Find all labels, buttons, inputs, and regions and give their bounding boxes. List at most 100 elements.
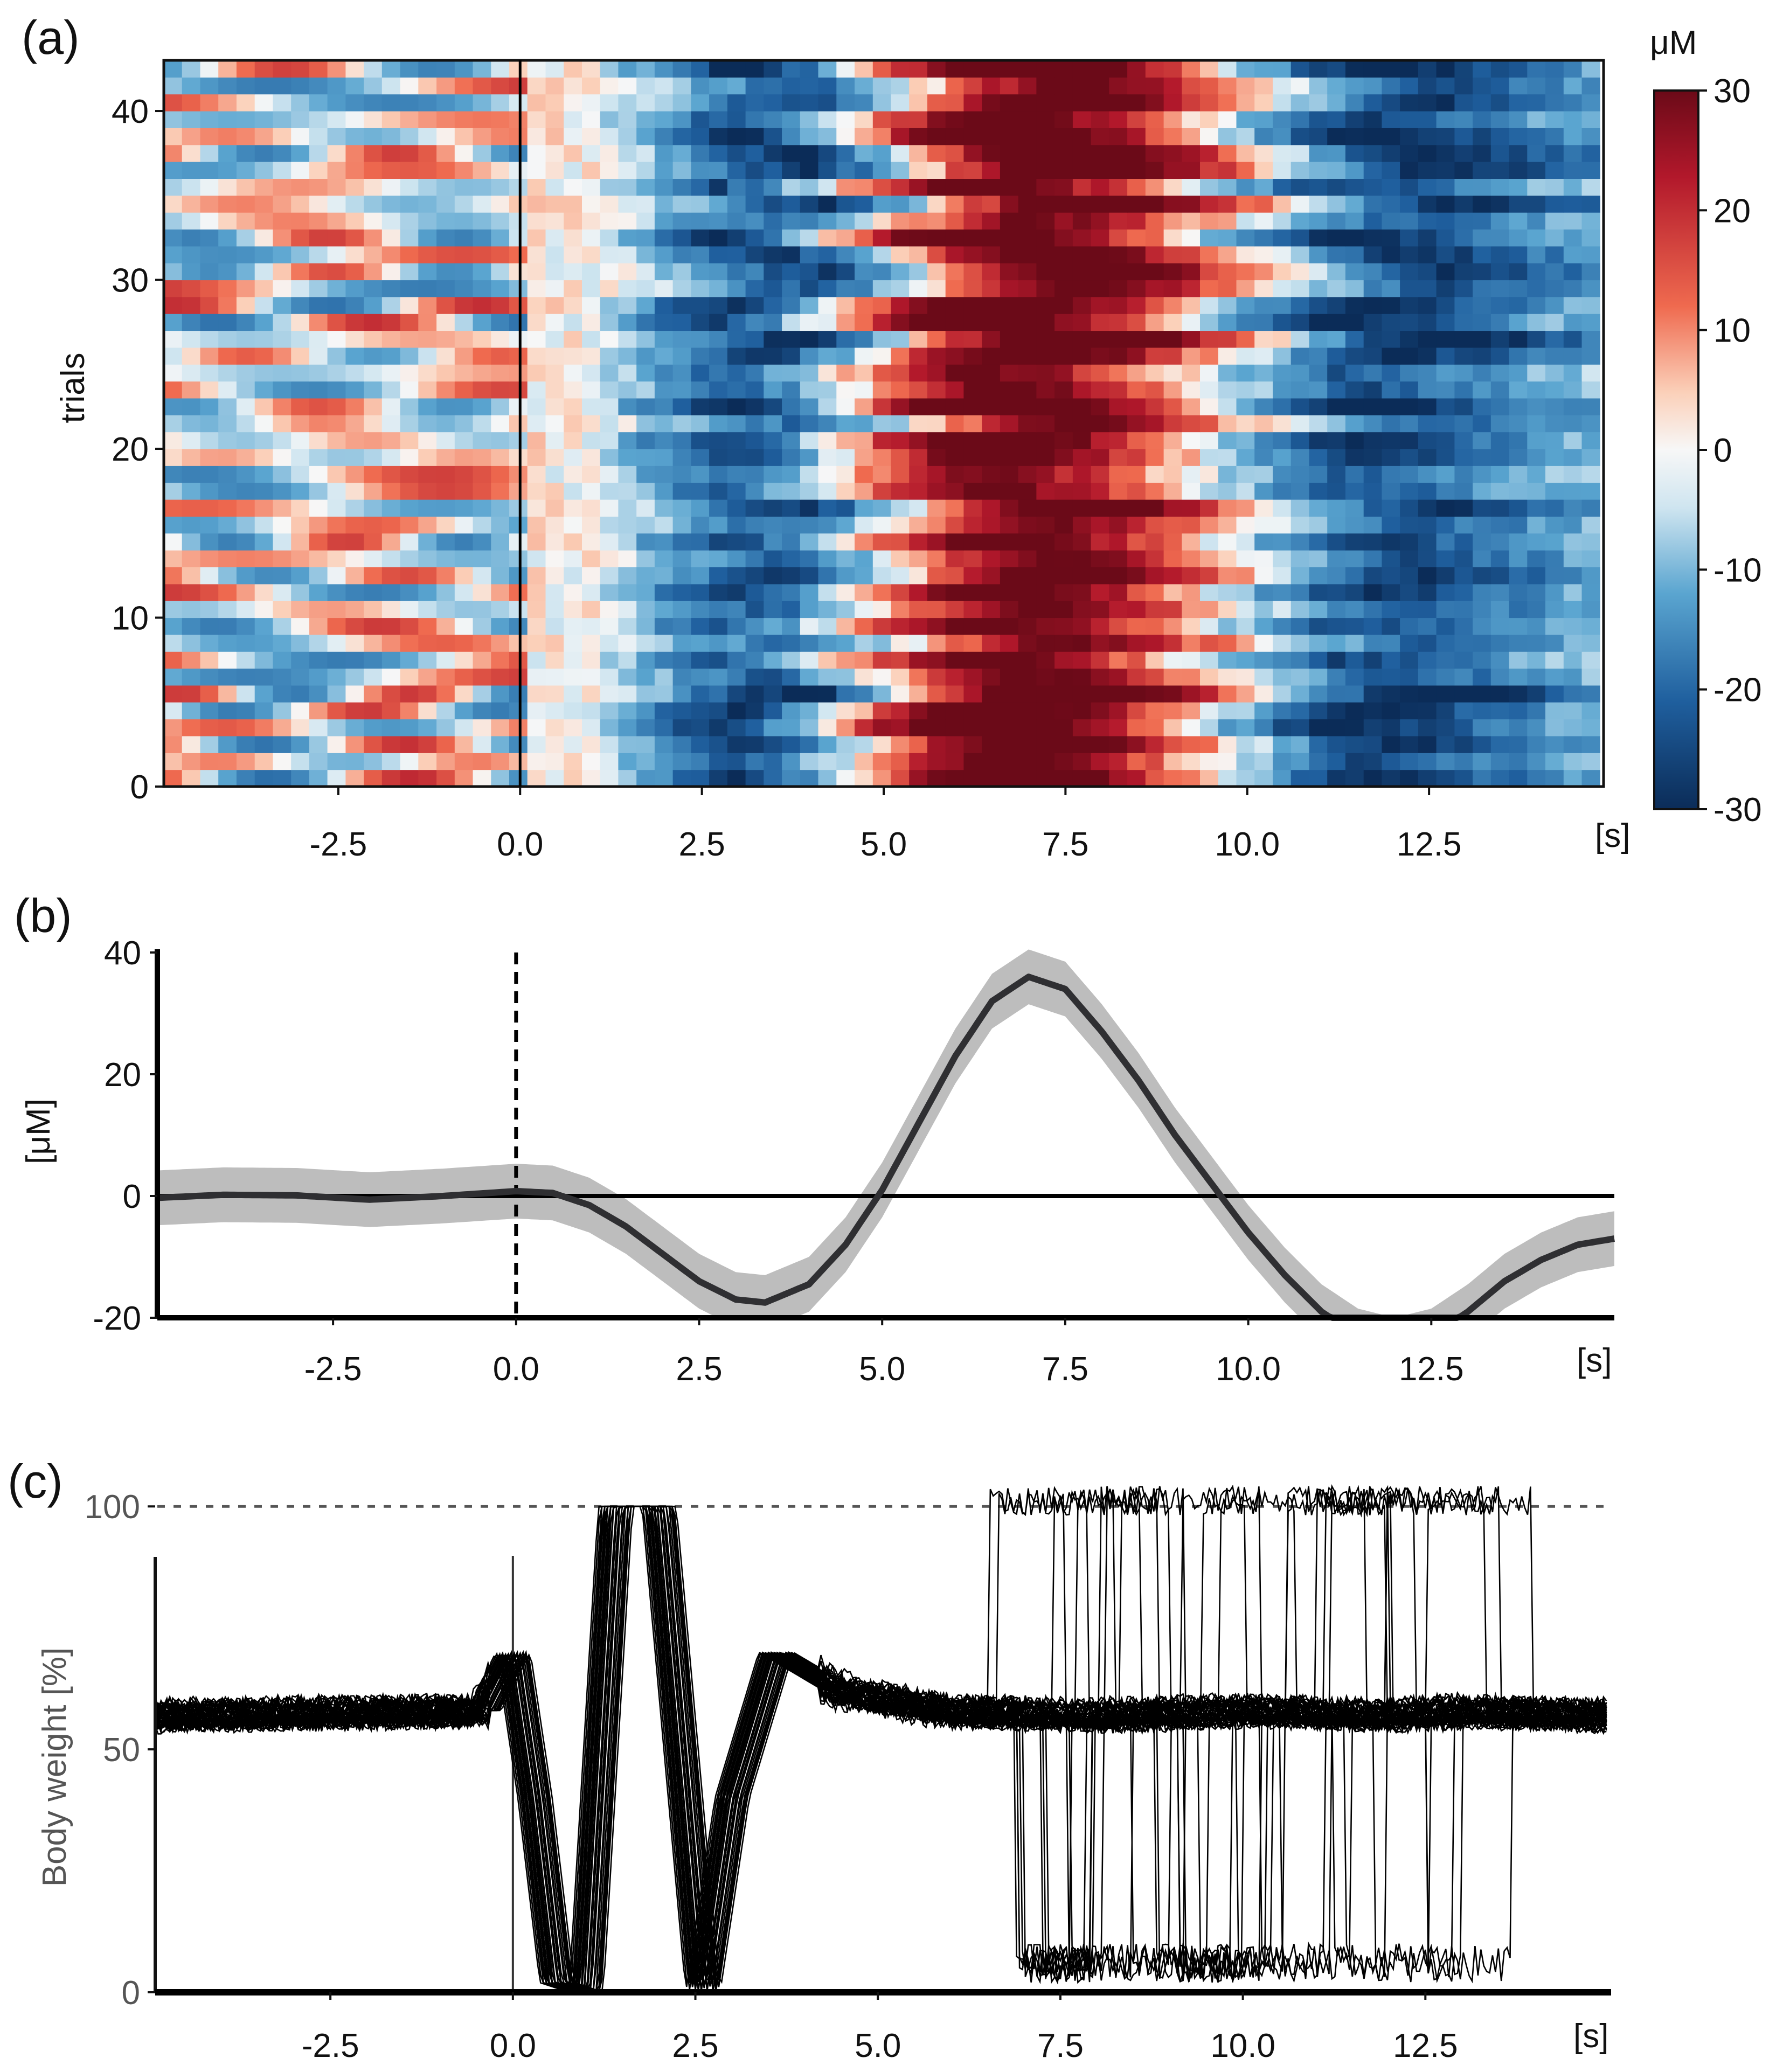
heatmap-cell xyxy=(1127,314,1146,331)
heatmap-cell xyxy=(709,280,728,297)
heatmap-cell xyxy=(273,111,292,128)
heatmap-cell xyxy=(1309,280,1328,297)
heatmap-cell xyxy=(1200,144,1219,162)
heatmap-cell xyxy=(509,128,528,145)
heatmap-cell xyxy=(1545,381,1564,399)
heatmap-cell xyxy=(618,583,637,601)
heatmap-cell xyxy=(800,212,819,230)
heatmap-cell xyxy=(1436,533,1455,551)
heatmap-cell xyxy=(672,347,691,365)
heatmap-cell xyxy=(800,229,819,247)
heatmap-cell xyxy=(818,668,837,686)
heatmap-cell xyxy=(1018,601,1037,618)
heatmap-cell xyxy=(1236,769,1255,787)
heatmap-cell xyxy=(818,516,837,534)
heatmap-cell xyxy=(1218,482,1237,500)
heatmap-cell xyxy=(254,314,273,331)
heatmap-cell xyxy=(727,432,746,449)
heatmap-cell xyxy=(381,314,401,331)
heatmap-cell xyxy=(254,668,273,686)
heatmap-cell xyxy=(473,77,491,95)
heatmap-cell xyxy=(1454,415,1473,433)
heatmap-cell xyxy=(782,111,801,128)
heatmap-cell xyxy=(963,314,982,331)
heatmap-cell xyxy=(564,769,582,787)
heatmap-cell xyxy=(600,432,619,449)
heatmap-cell xyxy=(582,415,601,433)
heatmap-cell xyxy=(509,162,528,179)
heatmap-cell xyxy=(963,263,982,281)
heatmap-cell xyxy=(1218,263,1237,281)
heatmap-cell xyxy=(309,668,328,686)
heatmap-cell xyxy=(509,601,528,618)
heatmap-cell xyxy=(1454,398,1473,415)
heatmap-x-tick-label: 10.0 xyxy=(1215,826,1280,863)
heatmap-cell xyxy=(1254,280,1273,297)
heatmap-cell xyxy=(709,162,728,179)
heatmap-cell xyxy=(381,77,401,95)
heatmap-cell xyxy=(1072,381,1092,399)
heatmap-cell xyxy=(1236,347,1255,365)
heatmap-cell xyxy=(945,330,964,348)
heatmap-cell xyxy=(1345,449,1364,466)
heatmap-cell xyxy=(1036,465,1055,483)
heatmap-cell xyxy=(1273,347,1292,365)
heatmap-cell xyxy=(381,94,401,112)
heatmap-cell xyxy=(364,229,383,247)
heatmap-cell xyxy=(291,263,310,281)
heatmap-cell xyxy=(491,415,510,433)
heatmap-cell xyxy=(200,347,219,365)
heatmap-cell xyxy=(745,432,764,449)
heatmap-cell xyxy=(1163,314,1182,331)
heatmap-cell xyxy=(1509,465,1528,483)
heatmap-cell xyxy=(1454,432,1473,449)
heatmap-cell xyxy=(618,432,637,449)
heatmap-cell xyxy=(364,465,383,483)
heatmap-cell xyxy=(236,651,255,669)
heatmap-cell xyxy=(200,94,219,112)
heatmap-cell xyxy=(855,60,873,78)
heatmap-cell xyxy=(1145,415,1164,433)
heatmap-cell xyxy=(273,381,292,399)
heatmap-cell xyxy=(836,550,855,567)
heatmap-cell xyxy=(1127,516,1146,534)
heatmap-cell xyxy=(564,651,582,669)
heatmap-cell xyxy=(309,94,328,112)
heatmap-cell xyxy=(1018,583,1037,601)
heatmap-cell xyxy=(1418,229,1437,247)
heatmap-cell xyxy=(1473,634,1491,652)
heatmap-cell xyxy=(1436,60,1455,78)
heatmap-cell xyxy=(254,449,273,466)
heatmap-cell xyxy=(1072,415,1092,433)
heatmap-cell xyxy=(600,144,619,162)
heatmap-cell xyxy=(691,111,710,128)
heatmap-cell xyxy=(1363,617,1382,635)
heatmap-cell xyxy=(509,465,528,483)
heatmap-cell xyxy=(1254,499,1273,517)
heatmap-cell xyxy=(782,314,801,331)
heatmap-cell xyxy=(800,280,819,297)
heatmap-cell xyxy=(454,330,474,348)
heatmap-cell xyxy=(982,617,1001,635)
heatmap-cell xyxy=(1581,567,1600,585)
heatmap-cell xyxy=(364,77,383,95)
heatmap-cell xyxy=(891,769,910,787)
heatmap-cell xyxy=(654,736,674,753)
heatmap-cell xyxy=(1091,415,1109,433)
heatmap-cell xyxy=(545,465,564,483)
heatmap-cell xyxy=(218,77,237,95)
heatmap-cell xyxy=(1545,347,1564,365)
heatmap-cell xyxy=(855,330,873,348)
heatmap-cell xyxy=(764,634,782,652)
heatmap-cell xyxy=(600,499,619,517)
heatmap-cell xyxy=(782,212,801,230)
heatmap-cell xyxy=(364,144,383,162)
heatmap-cell xyxy=(1490,60,1510,78)
heatmap-cell xyxy=(364,280,383,297)
heatmap-cell xyxy=(381,263,401,281)
heatmap-cell xyxy=(1545,601,1564,618)
heatmap-cell xyxy=(1145,128,1164,145)
heatmap-cell xyxy=(1400,296,1419,314)
heatmap-cell xyxy=(218,280,237,297)
heatmap-cell xyxy=(1345,381,1364,399)
